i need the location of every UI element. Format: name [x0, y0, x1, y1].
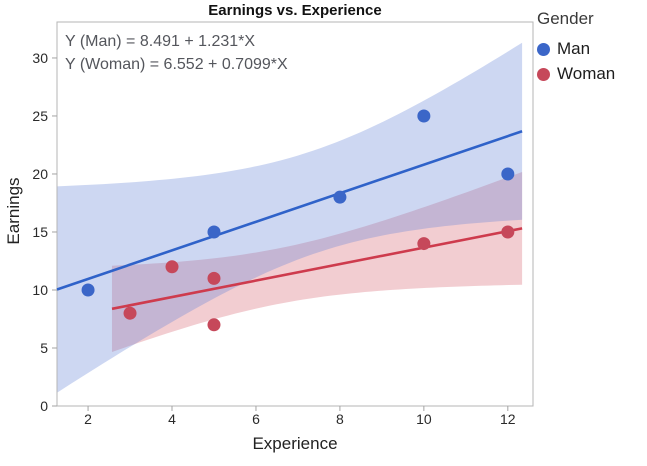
data-point-man[interactable] [207, 225, 221, 239]
data-point-woman[interactable] [207, 318, 221, 332]
x-tick-label: 8 [336, 411, 344, 427]
y-tick-label: 15 [32, 224, 48, 240]
data-point-man[interactable] [501, 167, 515, 181]
x-tick-label: 10 [416, 411, 432, 427]
legend: Gender Man Woman [537, 9, 615, 89]
data-point-woman[interactable] [501, 225, 515, 239]
legend-marker-man-icon [537, 42, 550, 56]
chart-title: Earnings vs. Experience [208, 2, 382, 19]
fit-line-man [56, 130, 523, 291]
x-tick-label: 6 [252, 411, 260, 427]
x-axis-label: Experience [252, 434, 338, 453]
legend-label: Woman [557, 64, 616, 83]
x-tick-label: 2 [84, 411, 92, 427]
fit-equation-woman: Y (Woman) = 6.552 + 0.7099*X [65, 56, 288, 73]
x-tick-label: 12 [500, 411, 516, 427]
y-tick-label: 10 [32, 282, 48, 298]
fit-line-woman [111, 227, 523, 311]
fit-equation-man: Y (Man) = 8.491 + 1.231*X [65, 33, 256, 50]
plot-frame [56, 21, 534, 407]
data-point-man[interactable] [333, 190, 347, 204]
legend-items: Man Woman [537, 39, 615, 84]
confidence-band-woman [111, 172, 523, 352]
y-tick-label: 30 [32, 50, 48, 66]
confidence-band-man [57, 42, 523, 393]
legend-item-man[interactable]: Man [537, 39, 615, 59]
y-tick-label: 20 [32, 166, 48, 182]
data-point-man[interactable] [417, 109, 431, 123]
fit-equations: Y (Man) = 8.491 + 1.231*X Y (Woman) = 6.… [65, 30, 288, 76]
data-point-woman[interactable] [207, 271, 221, 285]
legend-title: Gender [537, 9, 594, 28]
legend-marker-woman-icon [537, 67, 550, 81]
y-tick-label: 0 [40, 398, 48, 414]
y-tick-label: 5 [40, 340, 48, 356]
data-point-man[interactable] [81, 283, 95, 297]
legend-item-woman[interactable]: Woman [537, 64, 615, 84]
legend-label: Man [557, 39, 591, 58]
data-point-woman[interactable] [165, 260, 179, 274]
data-point-woman[interactable] [123, 306, 137, 320]
data-point-woman[interactable] [417, 237, 431, 251]
y-tick-label: 25 [32, 108, 48, 124]
x-tick-label: 4 [168, 411, 176, 427]
y-axis-label: Earnings [4, 177, 23, 245]
